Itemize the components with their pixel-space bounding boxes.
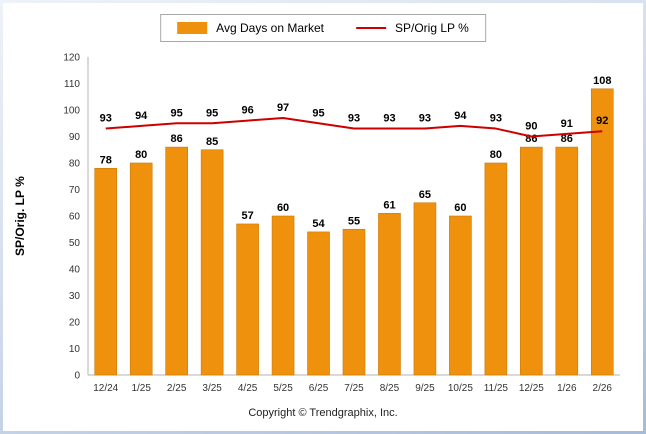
y-tick-label: 10 [69,344,81,355]
x-tick-label: 9/25 [415,383,435,394]
x-tick-label: 5/25 [273,383,293,394]
line-value-label: 93 [383,113,395,125]
bar [200,149,224,376]
bar-value-label: 60 [277,202,289,214]
line-value-label: 93 [100,113,112,125]
x-tick-label: 11/25 [484,383,509,394]
trend-line [105,116,603,138]
legend-bar-swatch [177,22,208,34]
chart-plot: 0 10 20 30 40 50 60 70 80 90 100 110 120 78 80 86 85 57 60… [63,53,620,394]
bar [484,162,508,376]
chart-canvas: Avg Days on Market SP/Orig LP % SP/Orig.… [3,3,643,431]
x-tick-label: 2/25 [167,383,187,394]
bar [129,162,153,376]
line-value-label: 93 [419,113,431,125]
bar-value-label: 55 [348,215,360,227]
legend-line-label: SP/Orig LP % [395,21,469,35]
x-tick-label: 2/26 [593,383,613,394]
x-tick-label: 1/25 [131,383,151,394]
bar-value-label: 61 [383,199,395,211]
bar [165,146,188,376]
bar [449,215,472,376]
y-tick-label: 30 [69,291,81,302]
y-tick-label: 80 [69,159,81,170]
y-tick-label: 120 [63,53,80,64]
legend-line-swatch [356,27,387,29]
bar [378,213,401,376]
bar [555,146,579,376]
line-value-label: 94 [454,110,467,122]
x-tick-label: 8/25 [380,383,400,394]
bar [94,168,118,376]
y-tick-label: 60 [69,212,81,223]
line-value-label: 97 [277,102,289,114]
x-tick-label: 12/24 [93,383,118,394]
line-value-label: 94 [135,110,148,122]
bar [236,223,259,376]
bar-value-label: 54 [312,218,325,230]
bar [413,202,437,376]
line-value-label: 93 [490,113,502,125]
bar-value-label: 65 [419,189,431,201]
line-value-label: 95 [171,107,183,119]
y-tick-label: 40 [69,265,81,276]
bar-value-label: 57 [241,210,253,222]
legend-bar-label: Avg Days on Market [216,21,325,35]
x-tick-label: 12/25 [519,383,544,394]
bar [520,146,543,376]
bar-value-label: 108 [593,75,611,87]
y-tick-label: 90 [69,132,81,143]
bar-value-label: 86 [171,133,183,145]
x-tick-label: 10/25 [448,383,473,394]
bar-value-label: 60 [454,202,466,214]
bar [271,215,295,376]
y-tick-label: 100 [63,106,80,117]
line-value-label: 92 [596,115,608,127]
y-tick-label: 0 [74,371,80,382]
y-tick-label: 110 [64,79,80,90]
bar [590,88,614,376]
line-value-label: 90 [525,121,537,133]
x-tick-label: 3/25 [202,383,222,394]
bar-value-label: 86 [561,133,573,145]
y-tick-label: 50 [69,238,81,249]
legend: Avg Days on Market SP/Orig LP % [160,14,486,42]
y-tick-label: 20 [69,318,81,329]
bar [307,231,330,376]
x-tick-label: 6/25 [309,383,329,394]
line-value-label: 93 [348,113,360,125]
line-value-label: 95 [206,107,218,119]
copyright-text: Copyright © Trendgraphix, Inc. [248,407,398,419]
bar-value-label: 78 [100,154,112,166]
bar [342,228,366,376]
x-tick-label: 4/25 [238,383,258,394]
x-tick-label: 7/25 [344,383,364,394]
bar-value-label: 85 [206,136,218,148]
line-value-label: 96 [241,105,253,117]
bar-value-label: 80 [135,149,147,161]
x-tick-label: 1/26 [557,383,577,394]
line-value-label: 95 [312,107,324,119]
bar-value-label: 80 [490,149,502,161]
y-tick-label: 70 [69,185,81,196]
line-value-label: 91 [561,118,573,130]
